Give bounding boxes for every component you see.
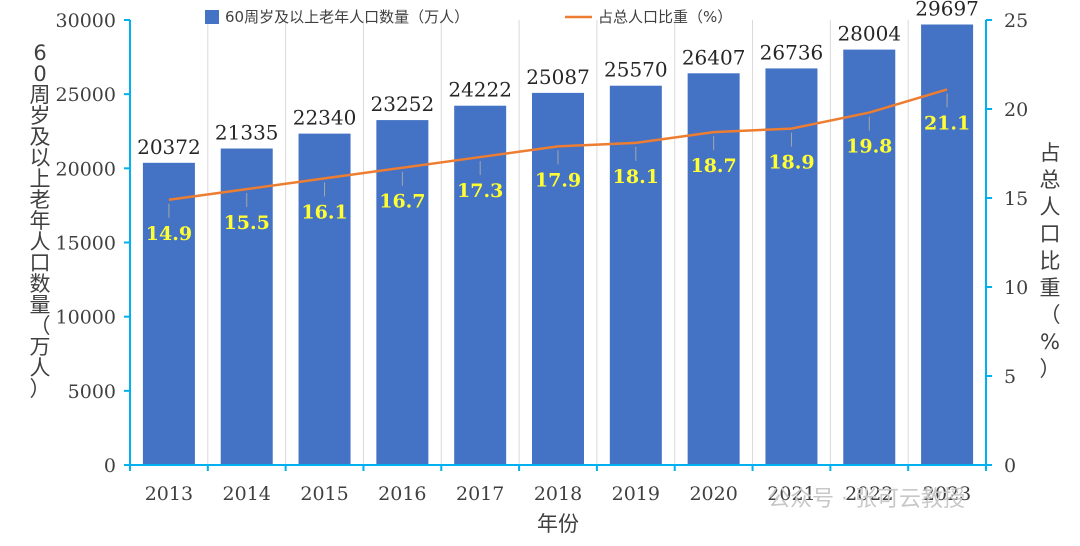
- right-tick-label: 0: [1004, 455, 1016, 477]
- left-tick-label: 25000: [56, 84, 116, 106]
- left-axis-title-char: 数: [30, 272, 51, 296]
- pct-value-label: 17.9: [535, 169, 581, 191]
- left-tick-label: 30000: [56, 10, 116, 32]
- axes: 0 5000 10000 15000 20000 25000 30000 0 5 10 15 20 25…: [56, 10, 1029, 505]
- pct-value-label: 18.7: [690, 155, 736, 177]
- bar-value-label: 28004: [837, 22, 901, 46]
- x-tick-label: 2017: [456, 483, 504, 505]
- right-axis-title-char: 重: [1040, 276, 1061, 300]
- legend-bar-swatch: [205, 10, 219, 24]
- pct-value-label: 14.9: [146, 223, 192, 245]
- left-axis-title-char: 人: [30, 356, 51, 380]
- left-axis-title-char: 及: [30, 125, 51, 149]
- legend: 60周岁及以上老年人口数量（万人） 占总人口比重（%）: [205, 8, 732, 26]
- data-labels: 20372 21335 22340 23252 24222 25087 25570 26407…: [137, 0, 979, 245]
- left-tick-label: 5000: [68, 381, 116, 403]
- x-tick-label: 2019: [612, 483, 660, 505]
- legend-bar-label: 60周岁及以上老年人口数量（万人）: [225, 8, 469, 26]
- left-axis-title-char: 量: [30, 293, 51, 317]
- bar-value-label: 26736: [760, 40, 824, 64]
- percentage-line: [168, 88, 948, 202]
- bar-value-label: 20372: [137, 135, 201, 159]
- x-tick-label: 2014: [223, 483, 271, 505]
- bar-value-label: 24222: [448, 78, 512, 102]
- right-axis-title-char: 总: [1040, 168, 1061, 192]
- x-tick-label: 2016: [378, 483, 426, 505]
- right-tick-label: 20: [1004, 99, 1028, 121]
- right-tick-label: 25: [1004, 10, 1028, 32]
- legend-line-label: 占总人口比重（%）: [598, 8, 732, 26]
- x-axis-title: 年份: [537, 512, 579, 536]
- pct-value-label: 15.5: [224, 212, 270, 234]
- left-axis-title-char: （: [30, 314, 51, 338]
- left-axis-title-char: 0: [33, 62, 46, 86]
- pct-value-label: 16.1: [301, 201, 347, 223]
- left-tick-label: 20000: [56, 158, 116, 180]
- right-axis-title-char: 人: [1040, 195, 1061, 219]
- x-tick-label: 2023: [923, 483, 971, 505]
- bar-value-label: 21335: [215, 121, 279, 145]
- pct-value-label: 18.9: [768, 152, 814, 174]
- bar-value-label: 25570: [604, 58, 668, 82]
- right-axis-title-char: （: [1040, 303, 1061, 327]
- left-axis-title-char: 万: [30, 335, 51, 359]
- right-tick-label: 15: [1004, 188, 1028, 210]
- right-axis-title-char: ）: [1040, 357, 1061, 381]
- x-tick-label: 2013: [145, 483, 193, 505]
- right-axis-title-char: 口: [1040, 222, 1061, 246]
- right-tick-label: 10: [1004, 277, 1028, 299]
- percentage-series-line: [168, 88, 948, 202]
- bar-value-label: 26407: [682, 45, 746, 69]
- bar-value-label: 29697: [915, 0, 979, 20]
- pct-value-label: 17.3: [457, 180, 503, 202]
- pct-value-label: 16.7: [379, 191, 425, 213]
- bar-value-label: 25087: [526, 65, 590, 89]
- left-axis-title-char: 岁: [30, 104, 51, 128]
- x-tick-label: 2021: [767, 483, 815, 505]
- left-axis-title-char: ）: [30, 377, 51, 401]
- pct-value-label: 19.8: [846, 136, 892, 158]
- axis-titles: 60周岁及以上老年人口数量（万人）占总人口比重（%）年份: [30, 41, 1061, 536]
- left-axis-title-char: 口: [30, 251, 51, 275]
- right-axis-title-char: %: [1040, 330, 1060, 354]
- x-tick-label: 2022: [845, 483, 893, 505]
- left-tick-label: 0: [104, 455, 116, 477]
- left-tick-label: 10000: [56, 307, 116, 329]
- x-tick-label: 2015: [300, 483, 348, 505]
- bar-value-label: 23252: [371, 92, 435, 116]
- left-axis-title-char: 人: [30, 230, 51, 254]
- pct-value-label: 18.1: [613, 166, 659, 188]
- bars: [142, 24, 974, 466]
- left-axis-title-char: 年: [30, 209, 51, 233]
- pct-value-label: 21.1: [924, 112, 970, 134]
- right-axis-title-char: 占: [1040, 141, 1061, 165]
- left-axis-title-char: 上: [30, 167, 51, 191]
- left-axis-title-char: 周: [30, 83, 51, 107]
- left-axis-title-char: 老: [30, 188, 51, 212]
- x-tick-label: 2020: [689, 483, 737, 505]
- left-axis-title-char: 6: [33, 41, 46, 65]
- right-tick-label: 5: [1004, 366, 1016, 388]
- bar-value-label: 22340: [293, 106, 357, 130]
- left-axis-title-char: 以: [30, 146, 51, 170]
- x-tick-label: 2018: [534, 483, 582, 505]
- left-tick-label: 15000: [56, 233, 116, 255]
- right-axis-title-char: 比: [1040, 249, 1061, 273]
- gridlines: [207, 20, 909, 465]
- watermark-text: 公众号 · 张可云教授: [768, 487, 965, 512]
